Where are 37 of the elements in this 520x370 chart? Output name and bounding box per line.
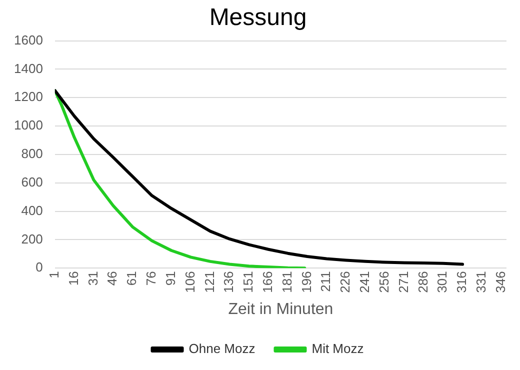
- x-tick-label: 46: [104, 271, 120, 286]
- x-tick-label: 151: [240, 271, 256, 293]
- x-tick-label: 271: [396, 271, 411, 293]
- x-axis-title: Zeit in Minuten: [228, 300, 334, 318]
- x-tick-label: 316: [454, 271, 470, 293]
- y-tick-label: 200: [21, 231, 43, 246]
- y-tick-label: 1600: [14, 32, 43, 48]
- y-tick-label: 800: [21, 146, 43, 162]
- x-tick-label: 91: [162, 271, 178, 286]
- y-tick-label: 0: [36, 260, 43, 275]
- x-tick-label: 286: [415, 271, 430, 293]
- x-tick-label: 346: [492, 271, 508, 293]
- legend-label: Ohne Mozz: [188, 341, 256, 356]
- x-tick-label: 166: [260, 271, 275, 293]
- x-tick-label: 136: [221, 271, 236, 293]
- x-tick-label: 31: [85, 271, 100, 286]
- x-tick-label: 301: [434, 271, 450, 293]
- y-tick-label: 1200: [14, 89, 43, 104]
- y-tick-label: 400: [21, 202, 43, 218]
- x-tick-label: 241: [357, 271, 372, 293]
- chart-title: Messung: [209, 4, 307, 32]
- x-tick-label: 181: [279, 271, 294, 293]
- legend-label: Mit Mozz: [312, 341, 364, 356]
- x-tick-label: 211: [318, 271, 334, 292]
- x-tick-label: 226: [338, 271, 353, 293]
- y-tick-label: 1000: [14, 118, 43, 133]
- x-tick-label: 196: [298, 271, 314, 293]
- x-tick-label: 61: [124, 271, 140, 286]
- y-tick-label: 600: [21, 174, 43, 190]
- x-tick-label: 106: [182, 271, 198, 293]
- x-tick-label: 331: [474, 271, 488, 293]
- y-tick-label: 1400: [14, 60, 43, 76]
- x-tick-label: 16: [66, 271, 81, 286]
- x-tick-label: 1: [46, 271, 62, 278]
- x-tick-label: 121: [202, 271, 217, 293]
- x-tick-label: 256: [376, 271, 392, 293]
- x-tick-label: 76: [144, 271, 159, 286]
